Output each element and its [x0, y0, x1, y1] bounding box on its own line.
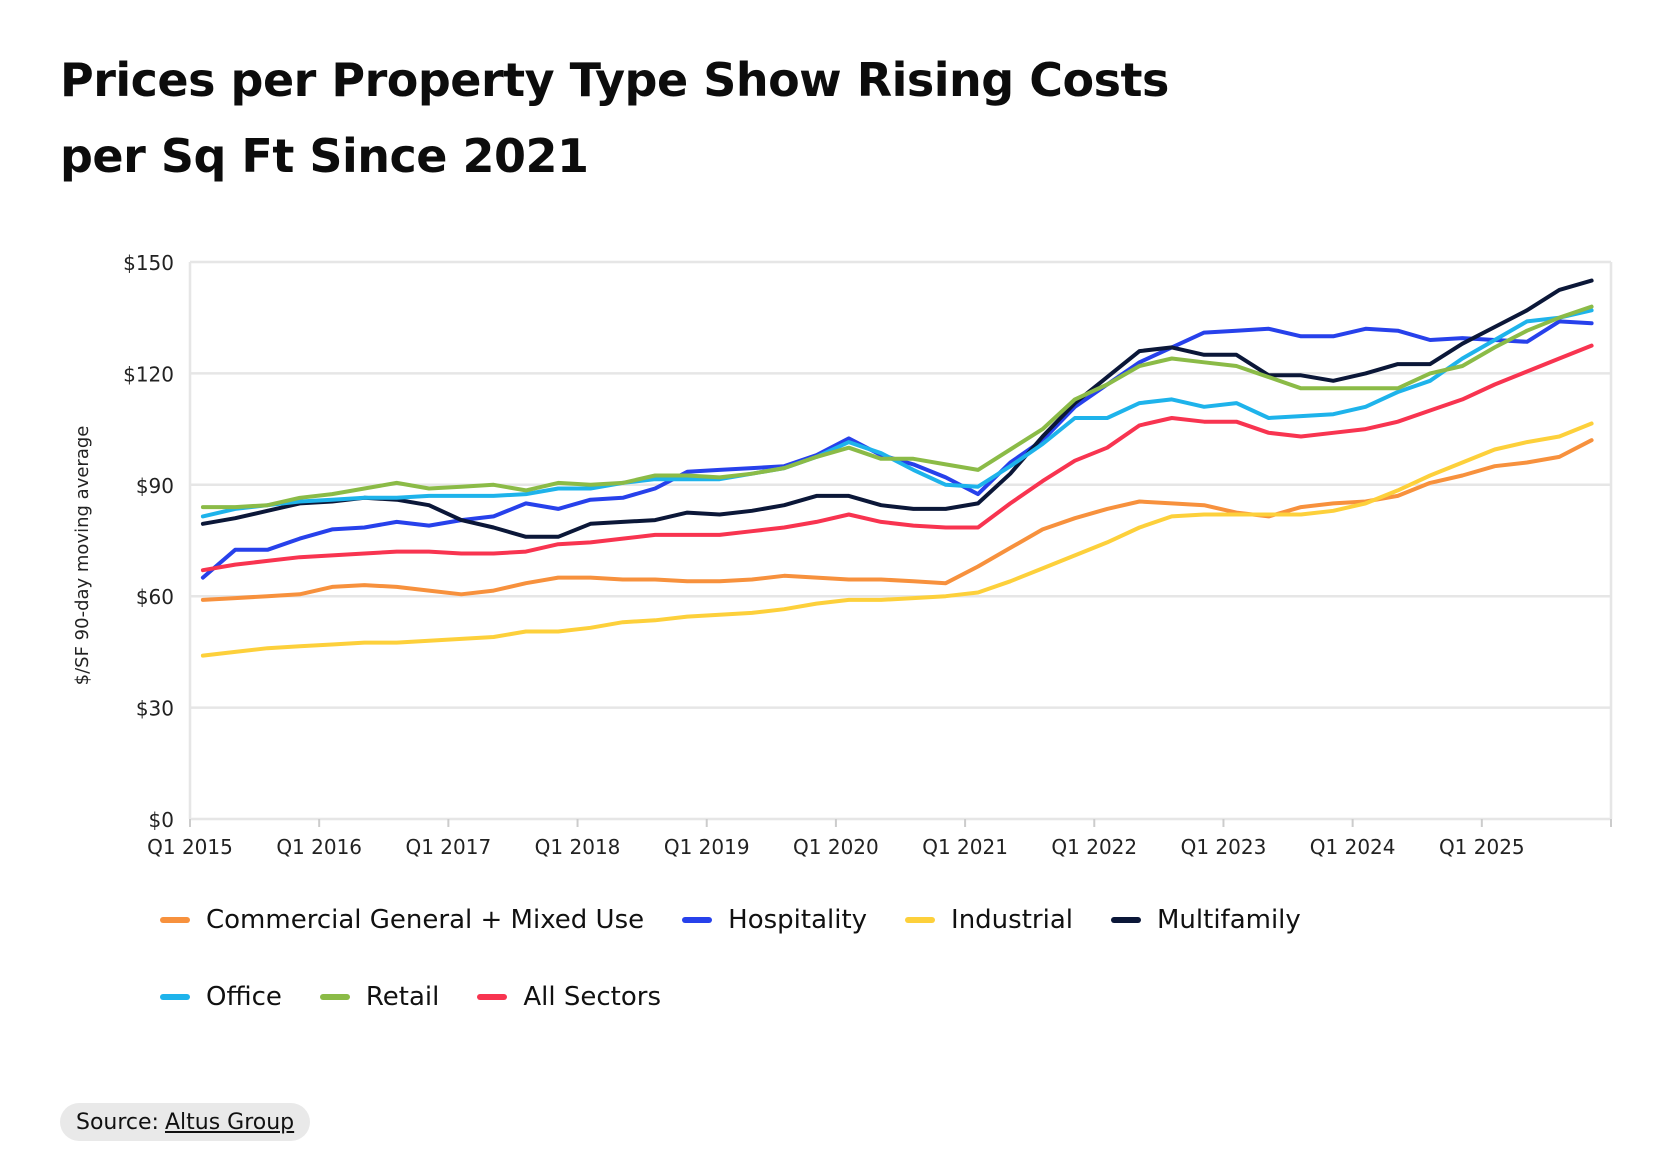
legend-item-hospitality: Hospitality — [682, 905, 867, 935]
legend-swatch — [477, 994, 508, 1000]
y-tick-label: $150 — [123, 251, 174, 275]
legend-swatch — [682, 917, 713, 923]
x-tick-label: Q1 2022 — [1051, 835, 1137, 859]
legend-item-office: Office — [160, 982, 282, 1012]
series-line-commercial-general-mixed-use — [200, 438, 1594, 602]
x-tick-label: Q1 2017 — [405, 835, 491, 859]
y-axis-title: $/SF 90-day moving average — [72, 426, 93, 686]
line-chart: $0 $30 $60 $90 $120 $150 Q1 2015 Q1 2016 Q1 2017… — [72, 251, 1613, 859]
chart-legend: Commercial General + Mixed Use Hospitalit… — [160, 900, 1560, 1054]
source-badge: Source: Altus Group — [60, 1103, 311, 1141]
x-tick-label: Q1 2018 — [535, 835, 621, 859]
series-line-hospitality — [200, 319, 1594, 580]
x-tick-label: Q1 2021 — [922, 835, 1008, 859]
y-tick-label: $60 — [136, 585, 174, 609]
legend-swatch — [160, 994, 190, 1000]
legend-swatch — [905, 917, 936, 923]
chart-title-line-2: per Sq Ft Since 2021 — [60, 129, 589, 183]
y-tick-label: $0 — [149, 808, 174, 832]
source-link[interactable]: Altus Group — [164, 1109, 295, 1135]
legend-label: Multifamily — [1156, 905, 1301, 935]
legend-label: Retail — [365, 982, 440, 1012]
legend-swatch — [1110, 917, 1141, 923]
x-tick-label: Q1 2020 — [793, 835, 879, 859]
legend-row-1: Commercial General + Mixed Use Hospitalit… — [160, 900, 1560, 940]
legend-label: Commercial General + Mixed Use — [206, 905, 645, 935]
legend-swatch — [160, 917, 190, 923]
legend-label: All Sectors — [523, 982, 662, 1012]
legend-item-industrial: Industrial — [905, 905, 1073, 935]
legend-row-2: Office Retail All Sectors — [160, 977, 1560, 1017]
legend-swatch — [319, 994, 350, 1000]
x-tick-label: Q1 2024 — [1310, 835, 1396, 859]
series-line-industrial — [200, 421, 1594, 658]
y-tick-label: $120 — [123, 362, 174, 386]
chart-title: Prices per Property Type Show Rising Cos… — [60, 42, 1360, 194]
series-line-multifamily — [200, 278, 1594, 539]
x-tick-label: Q1 2019 — [664, 835, 750, 859]
legend-label: Hospitality — [728, 905, 868, 935]
legend-item-retail: Retail — [319, 982, 440, 1012]
series-line-all-sectors — [200, 343, 1594, 573]
legend-item-multifamily: Multifamily — [1110, 905, 1301, 935]
x-tick-label: Q1 2025 — [1439, 835, 1525, 859]
legend-item-all-sectors: All Sectors — [477, 982, 661, 1012]
series-line-office — [200, 308, 1594, 519]
x-tick-label: Q1 2023 — [1181, 835, 1267, 859]
legend-label: Office — [206, 982, 282, 1012]
x-tick-label: Q1 2015 — [147, 835, 233, 859]
source-label: Source: — [76, 1109, 159, 1135]
legend-item-commercial-general-mixed-use: Commercial General + Mixed Use — [160, 905, 644, 935]
x-tick-label: Q1 2016 — [276, 835, 362, 859]
chart-title-line-1: Prices per Property Type Show Rising Cos… — [60, 53, 1169, 107]
y-tick-label: $90 — [136, 474, 174, 498]
y-tick-label: $30 — [136, 697, 174, 721]
legend-label: Industrial — [951, 905, 1073, 935]
series-line-retail — [200, 304, 1594, 510]
